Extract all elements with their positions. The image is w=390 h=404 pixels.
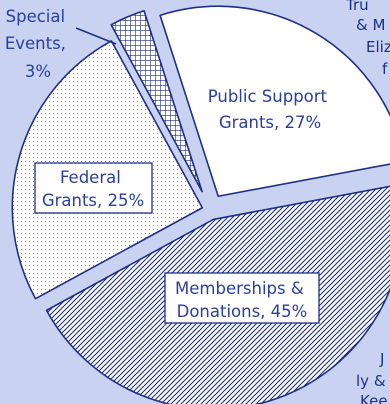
special-events-label-line: Special [6, 7, 65, 26]
memberships-donations-label: Memberships & Donations, 45% [175, 279, 309, 321]
cropped-text-line: Kee [360, 392, 388, 404]
special-events-leader-line [75, 27, 117, 45]
memberships-label-line: Memberships & [175, 279, 304, 298]
cropped-text-bottom-right: J ly & Kee [356, 350, 390, 404]
cropped-text-top-right: Tru & M Eliz f [345, 0, 390, 78]
pie-slice [110, 9, 203, 193]
memberships-label-box [164, 272, 320, 324]
federal-grants-label-line: Federal [60, 168, 121, 187]
cropped-text-line: f [382, 60, 388, 78]
cropped-text-line: Tru [345, 0, 369, 14]
federal-grants-label-line: Grants, 25% [42, 191, 144, 210]
public-support-label-line: Grants, 27% [219, 113, 321, 132]
federal-grants-label: Federal Grants, 25% [42, 168, 144, 210]
special-events-label-line: 3% [25, 62, 51, 81]
pie-slice [159, 5, 390, 198]
federal-grants-label-box [34, 162, 153, 214]
special-events-label-line: Events, [5, 34, 66, 53]
memberships-label-line: Donations, 45% [177, 302, 308, 321]
public-support-grants-label: Public Support Grants, 27% [208, 87, 333, 132]
cropped-text-line: J [379, 350, 384, 368]
cropped-text-line: & M [356, 16, 385, 34]
cropped-text-line: Eliz [366, 38, 390, 56]
special-events-label: Special Events, 3% [5, 7, 71, 81]
cropped-text-line: ly & [356, 372, 386, 390]
public-support-label-line: Public Support [208, 87, 328, 106]
